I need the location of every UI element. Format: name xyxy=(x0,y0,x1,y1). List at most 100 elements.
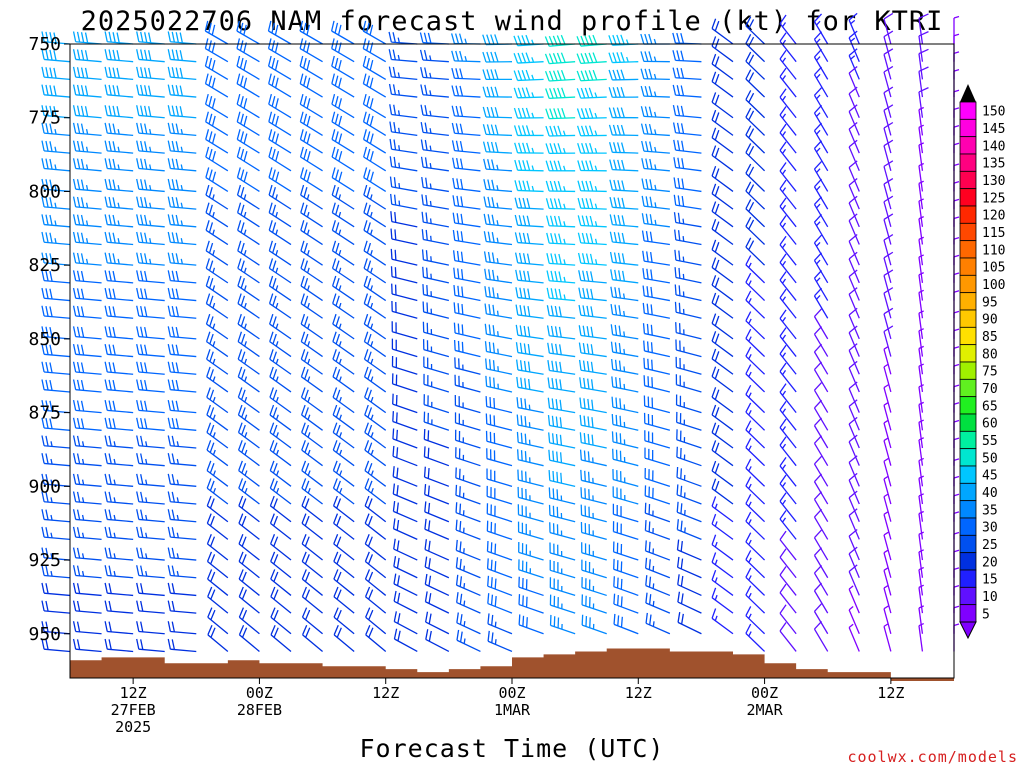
wind-barb xyxy=(300,313,323,340)
wind-barb xyxy=(136,196,165,210)
wind-barb xyxy=(779,566,797,596)
wind-barb xyxy=(41,453,71,467)
wind-barb xyxy=(883,234,894,266)
wind-barb xyxy=(136,473,165,487)
wind-barb xyxy=(581,559,607,579)
colorbar-swatch xyxy=(959,448,977,467)
wind-barb xyxy=(953,493,960,522)
wind-barb xyxy=(136,621,165,635)
credit-text[interactable]: coolwx.com/models xyxy=(847,748,1018,766)
wind-barb xyxy=(420,156,449,172)
wind-barb xyxy=(237,275,260,302)
wind-barb xyxy=(546,270,576,284)
wind-barb xyxy=(484,323,513,340)
wind-barb xyxy=(918,142,924,171)
wind-barb xyxy=(711,534,734,561)
wind-barb xyxy=(577,215,607,228)
wind-barb xyxy=(745,438,766,467)
wind-barb xyxy=(918,531,924,561)
wind-barb xyxy=(167,379,197,393)
wind-barb xyxy=(612,541,639,561)
wind-barb xyxy=(205,293,229,319)
wind-barb xyxy=(515,324,544,340)
wind-barb xyxy=(676,429,702,449)
wind-barb xyxy=(779,456,797,487)
wind-barb xyxy=(454,374,481,393)
wind-barb xyxy=(641,230,670,246)
wind-barb xyxy=(486,485,513,505)
wind-barb xyxy=(424,539,450,561)
wind-barb xyxy=(205,202,229,228)
wind-barb xyxy=(579,432,607,449)
wind-barb xyxy=(236,73,260,98)
wind-barb xyxy=(745,51,766,80)
wind-barb xyxy=(365,607,387,635)
wind-barb xyxy=(644,520,671,541)
wind-barb xyxy=(918,48,929,80)
wind-barb xyxy=(206,513,229,540)
wind-barb xyxy=(423,411,450,431)
colorbar-label: 75 xyxy=(982,365,998,380)
wind-barb xyxy=(41,214,71,228)
wind-barb xyxy=(332,495,355,523)
terrain-layer xyxy=(70,648,954,681)
wind-barb xyxy=(487,613,513,635)
wind-barb xyxy=(546,305,576,319)
colorbar-label: 65 xyxy=(982,399,998,414)
colorbar-label: 45 xyxy=(982,469,998,484)
wind-barb xyxy=(104,565,134,579)
wind-barb xyxy=(268,220,292,246)
wind-barb xyxy=(332,387,355,414)
wind-barb xyxy=(612,503,639,523)
wind-barb xyxy=(779,510,797,540)
colorbar-top-arrow xyxy=(960,84,976,102)
colorbar-label: 110 xyxy=(982,243,1005,258)
wind-barb xyxy=(518,559,544,579)
wind-barb xyxy=(610,324,639,340)
wind-barb xyxy=(483,196,513,210)
colorbar-label: 120 xyxy=(982,209,1005,224)
wind-barb xyxy=(167,417,197,431)
wind-barb xyxy=(953,585,960,614)
wind-barb xyxy=(953,531,960,561)
y-tick-label: 750 xyxy=(28,34,61,55)
wind-barb xyxy=(813,508,829,540)
wind-barb xyxy=(167,178,197,193)
wind-barb xyxy=(745,125,766,154)
wind-barb xyxy=(612,486,639,505)
wind-barb xyxy=(300,404,323,431)
wind-barb xyxy=(236,93,260,119)
wind-barb xyxy=(711,18,734,45)
wind-barb xyxy=(391,321,418,340)
wind-barb xyxy=(72,214,102,228)
wind-barb xyxy=(72,343,102,358)
wind-barb xyxy=(104,305,134,319)
wind-barb xyxy=(167,252,197,266)
wind-barb xyxy=(883,493,892,522)
wind-barb xyxy=(711,387,734,414)
colorbar-swatch xyxy=(959,586,977,606)
wind-barb xyxy=(918,272,924,301)
terrain-fill xyxy=(70,648,954,681)
wind-barb xyxy=(813,252,829,284)
wind-barb xyxy=(424,573,450,597)
wind-barb xyxy=(238,533,260,561)
wind-barb xyxy=(299,55,323,80)
colorbar-label: 15 xyxy=(982,573,998,588)
x-tick-label: 1MAR xyxy=(494,701,531,719)
wind-barb xyxy=(545,143,576,155)
wind-barb xyxy=(486,558,513,579)
wind-barb xyxy=(848,30,860,62)
wind-barb xyxy=(848,234,860,266)
wind-barb xyxy=(392,428,418,449)
colorbar-label: 130 xyxy=(982,174,1005,189)
wind-barb xyxy=(918,87,929,118)
wind-barb xyxy=(514,180,544,193)
wind-barb xyxy=(269,349,292,375)
wind-barb xyxy=(207,586,229,614)
wind-barb xyxy=(391,338,418,358)
wind-barb xyxy=(423,428,450,449)
wind-barb xyxy=(848,325,860,357)
wind-barb xyxy=(419,49,449,63)
wind-barb xyxy=(711,109,734,136)
